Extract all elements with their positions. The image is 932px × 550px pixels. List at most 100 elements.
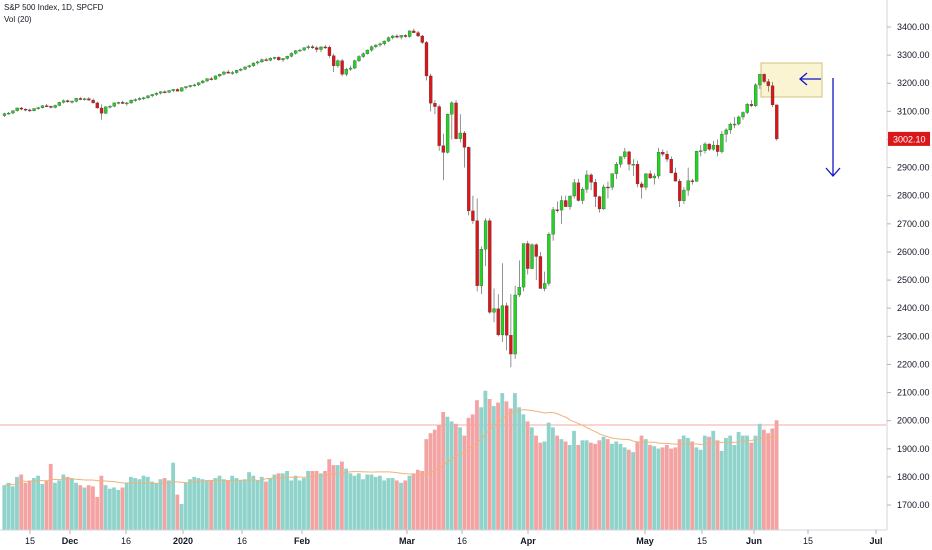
y-tick-label: 3400.00 bbox=[897, 22, 930, 32]
candle-body bbox=[7, 112, 11, 115]
volume-bar bbox=[175, 494, 180, 530]
candle-body bbox=[83, 98, 87, 100]
x-tick-label: 16 bbox=[237, 536, 247, 546]
volume-bar bbox=[289, 480, 294, 530]
candle bbox=[104, 106, 108, 115]
candle-body bbox=[357, 56, 361, 61]
candle bbox=[576, 178, 581, 202]
candle-body bbox=[386, 37, 391, 42]
candle-body bbox=[146, 95, 150, 99]
volume-bar bbox=[356, 473, 361, 530]
candle-body bbox=[95, 102, 99, 109]
candle bbox=[57, 101, 62, 107]
candle-body bbox=[344, 69, 348, 75]
volume-bar bbox=[247, 472, 251, 530]
candle-body bbox=[285, 56, 289, 59]
volume-bar bbox=[681, 435, 686, 530]
candle-body bbox=[175, 89, 180, 92]
candle bbox=[243, 66, 247, 71]
volume-bar bbox=[542, 441, 547, 530]
candle-body bbox=[125, 102, 129, 105]
volume-bar bbox=[762, 429, 766, 530]
candle bbox=[762, 73, 766, 84]
candle bbox=[492, 288, 496, 323]
symbol-legend: S&P 500 Index, 1D, SPCFD bbox=[4, 3, 104, 12]
candle-body bbox=[551, 209, 555, 235]
candle-body bbox=[606, 186, 610, 189]
candle-body bbox=[87, 98, 91, 101]
candle-body bbox=[150, 94, 154, 97]
candle bbox=[91, 98, 95, 104]
candle bbox=[142, 96, 146, 101]
candle-body bbox=[648, 173, 652, 179]
candle-body bbox=[319, 46, 323, 50]
volume-bar bbox=[137, 479, 142, 530]
volume-bar bbox=[757, 423, 762, 530]
candle bbox=[150, 93, 154, 98]
candle-body bbox=[572, 182, 576, 197]
candle bbox=[302, 47, 306, 52]
candle-body bbox=[353, 60, 357, 69]
candle-body bbox=[230, 72, 235, 74]
candle bbox=[686, 167, 690, 196]
volume-bar bbox=[171, 462, 176, 530]
volume-bar bbox=[196, 478, 201, 530]
candle bbox=[517, 260, 521, 297]
candle-body bbox=[154, 92, 159, 95]
candle-body bbox=[112, 102, 116, 107]
candle bbox=[737, 115, 741, 126]
volume-bar bbox=[559, 439, 564, 530]
candle-body bbox=[36, 107, 40, 109]
candle bbox=[597, 195, 602, 213]
volume-bar bbox=[411, 473, 416, 530]
candle bbox=[416, 30, 420, 38]
candle bbox=[496, 294, 500, 337]
x-tick-label: Apr bbox=[520, 536, 536, 546]
volume-bar bbox=[145, 476, 150, 530]
candle bbox=[433, 100, 437, 115]
candle-body bbox=[395, 35, 399, 38]
candle-body bbox=[564, 200, 568, 207]
candle-body bbox=[475, 220, 479, 286]
y-tick-label: 3200.00 bbox=[897, 78, 930, 88]
candle bbox=[454, 100, 458, 140]
candle bbox=[175, 88, 180, 92]
candle-body bbox=[534, 244, 538, 257]
candle-body bbox=[239, 69, 243, 71]
candle bbox=[163, 90, 167, 94]
candle bbox=[36, 106, 40, 110]
volume-bar bbox=[711, 430, 716, 530]
candle-body bbox=[762, 74, 766, 82]
candle-body bbox=[142, 97, 146, 100]
candle bbox=[167, 89, 171, 94]
candle bbox=[462, 131, 467, 168]
candle bbox=[196, 82, 201, 87]
y-tick-label: 1800.00 bbox=[897, 472, 930, 482]
volume-bar bbox=[382, 480, 387, 530]
volume-bar bbox=[373, 476, 378, 530]
y-tick-label: 3100.00 bbox=[897, 106, 930, 116]
candle bbox=[260, 58, 264, 63]
candle bbox=[551, 206, 555, 241]
candle bbox=[623, 147, 627, 160]
volume-bar bbox=[103, 485, 108, 530]
candle bbox=[361, 52, 365, 58]
volume-bar bbox=[99, 475, 104, 530]
volume-bar bbox=[428, 433, 433, 530]
candle bbox=[294, 50, 298, 55]
candle bbox=[205, 78, 209, 83]
candle-body bbox=[213, 75, 218, 80]
volume-bar bbox=[399, 482, 403, 530]
candle-body bbox=[407, 30, 412, 37]
candle-body bbox=[218, 74, 222, 77]
candle bbox=[682, 187, 686, 205]
candle bbox=[711, 140, 716, 151]
candle-body bbox=[226, 71, 230, 74]
x-tick-label: 16 bbox=[457, 536, 467, 546]
volume-bar bbox=[361, 479, 365, 530]
candle bbox=[209, 77, 213, 81]
y-tick-label: 1900.00 bbox=[897, 444, 930, 454]
candle-body bbox=[635, 164, 640, 185]
candle-body bbox=[450, 102, 454, 115]
x-tick-label: Feb bbox=[294, 536, 311, 546]
